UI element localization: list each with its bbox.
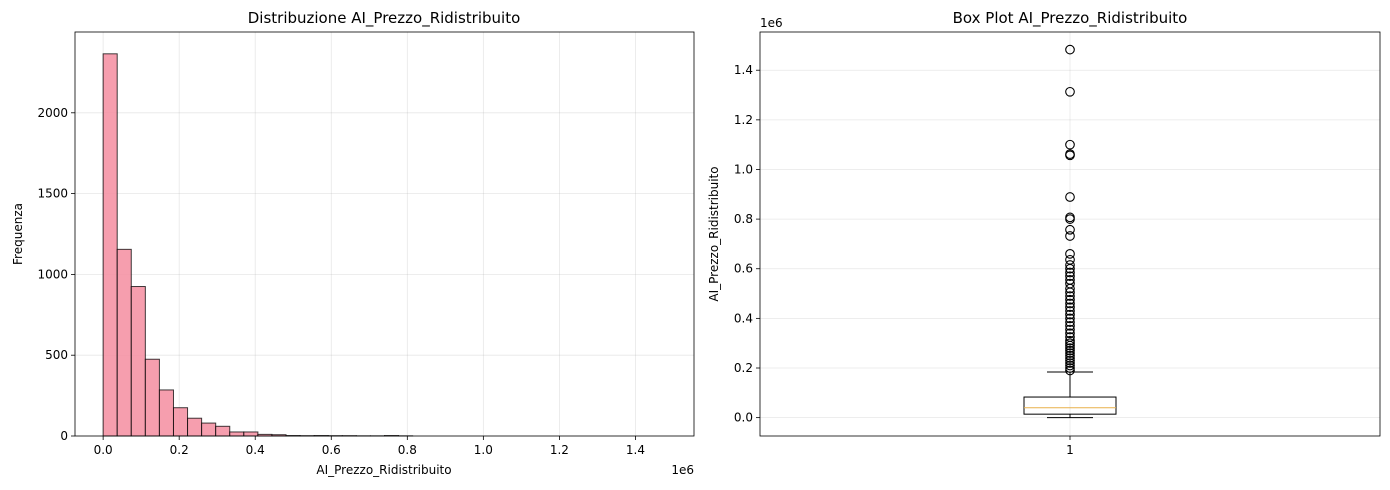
boxplot-outlier-point [1065, 317, 1075, 327]
boxplot-outlier-point [1065, 324, 1075, 335]
boxplot-outlier-point [1065, 267, 1075, 278]
histogram-axes-frame [74, 31, 695, 437]
boxplot-outlier-point [1065, 309, 1075, 320]
histogram-x-tick-label: 0.8 [398, 443, 417, 457]
boxplot-outlier-point [1065, 224, 1075, 235]
histogram-x-ticks: 0.0 0.2 0.4 0.6 0.8 1.0 1.2 1.4 [94, 436, 645, 457]
histogram-bar [215, 425, 231, 437]
histogram-x-label: AI_Prezzo_Ridistribuito [316, 463, 451, 477]
boxplot-y-label: AI_Prezzo_Ridistribuito [707, 166, 721, 301]
boxplot-outlier-point [1065, 150, 1075, 161]
boxplot-outlier-point [1065, 86, 1075, 97]
boxplot-outlier-point [1065, 302, 1075, 313]
histogram-y-tick-label: 0 [60, 429, 68, 443]
histogram-x-offset: 1e6 [671, 463, 694, 477]
boxplot-outliers [1065, 44, 1075, 376]
boxplot-outlier-point [1065, 298, 1075, 309]
boxplot-outlier-point [1065, 192, 1075, 202]
histogram-bar [144, 358, 160, 437]
histogram-panel: Distribuzione AI_Prezzo_Ridistribuito 0.… [11, 9, 695, 477]
histogram-bar [130, 286, 146, 437]
boxplot-panel: Box Plot AI_Prezzo_Ridistribuito 1 0.00.… [707, 9, 1381, 457]
boxplot-outlier-point [1065, 343, 1075, 354]
boxplot-y-tick-label: 0.0 [734, 411, 753, 425]
boxplot-outlier-point [1065, 263, 1075, 274]
boxplot-outlier-point [1065, 348, 1075, 358]
boxplot-y-offset: 1e6 [760, 16, 783, 30]
histogram-y-ticks: 0 500 1000 1500 2000 [37, 106, 75, 443]
histogram-bar [201, 422, 217, 437]
histogram-bar [116, 248, 132, 437]
boxplot-x-ticks: 1 [1066, 436, 1074, 457]
histogram-x-tick-label: 1.4 [626, 443, 645, 457]
histogram-x-tick-label: 0.6 [322, 443, 341, 457]
boxplot-outlier-point [1065, 214, 1075, 224]
histogram-x-tick-label: 0.2 [170, 443, 189, 457]
histogram-grid [75, 32, 694, 437]
boxplot-box [1023, 396, 1117, 415]
boxplot-outlier-point [1065, 365, 1075, 376]
boxplot-outlier-point [1065, 283, 1075, 294]
boxplot-y-tick-label: 0.2 [734, 361, 753, 375]
boxplot-outlier-point [1065, 320, 1075, 331]
boxplot-outlier-point [1065, 358, 1075, 368]
boxplot-outlier-point [1065, 249, 1075, 259]
boxplot-outlier-point [1065, 44, 1075, 55]
histogram-bar [102, 53, 118, 437]
boxplot-outlier-point [1065, 338, 1075, 349]
boxplot-title: Box Plot AI_Prezzo_Ridistribuito [953, 9, 1188, 28]
boxplot-y-tick-label: 0.4 [734, 311, 753, 325]
boxplot-y-tick-label: 1.4 [734, 63, 753, 77]
boxplot-outlier-point [1065, 350, 1075, 361]
histogram-bars [102, 53, 414, 437]
histogram-y-tick-label: 2000 [37, 106, 68, 120]
boxplot-y-tick-label: 1.2 [734, 113, 753, 127]
histogram-x-tick-label: 1.2 [550, 443, 569, 457]
histogram-title: Distribuzione AI_Prezzo_Ridistribuito [248, 9, 521, 28]
boxplot-y-tick-label: 1.0 [734, 162, 753, 176]
histogram-y-tick-label: 1000 [37, 267, 68, 281]
boxplot-outlier-point [1065, 360, 1075, 371]
boxplot-outlier-point [1065, 353, 1075, 363]
boxplot-outlier-point [1065, 345, 1075, 356]
histogram-bar [229, 431, 245, 437]
histogram-bar [187, 417, 203, 437]
histogram-y-tick-label: 500 [45, 348, 68, 362]
boxplot-outlier-point [1065, 306, 1075, 316]
boxplot-y-ticks: 0.0 0.2 0.4 0.6 0.8 1.0 1.2 1.4 [734, 63, 760, 425]
histogram-bar [172, 407, 189, 437]
boxplot-outlier-point [1065, 139, 1075, 150]
histogram-x-tick-label: 0.4 [246, 443, 265, 457]
boxplot-x-tick-label: 1 [1066, 443, 1074, 457]
boxplot-outlier-point [1065, 363, 1075, 373]
histogram-x-tick-label: 1.0 [474, 443, 493, 457]
boxplot-outlier-point [1065, 328, 1075, 339]
histogram-bar [243, 431, 259, 437]
histogram-y-label: Frequenza [11, 203, 25, 265]
boxplot-outlier-point [1065, 355, 1075, 366]
boxplot-outlier-point [1065, 271, 1075, 282]
boxplot-outlier-point [1065, 231, 1075, 241]
boxplot-outlier-point [1065, 291, 1075, 301]
boxplot-outlier-point [1065, 335, 1075, 346]
boxplot-outlier-point [1065, 294, 1075, 305]
boxplot-y-tick-label: 0.8 [734, 212, 753, 226]
boxplot-outlier-point [1065, 313, 1075, 324]
boxplot-outlier-point [1065, 287, 1075, 298]
boxplot-outlier-point [1065, 340, 1075, 351]
histogram-bar [158, 389, 174, 437]
histogram-x-tick-label: 0.0 [94, 443, 113, 457]
boxplot-y-tick-label: 0.6 [734, 262, 753, 276]
histogram-y-tick-label: 1500 [37, 187, 68, 201]
boxplot-outlier-point [1065, 260, 1075, 270]
